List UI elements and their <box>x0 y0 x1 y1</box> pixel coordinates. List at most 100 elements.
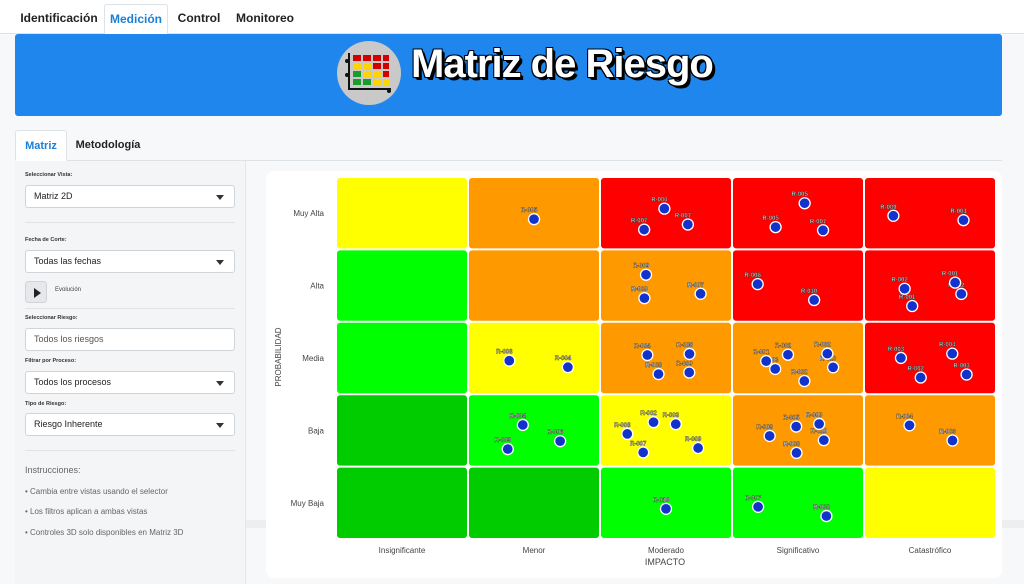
risk-point[interactable] <box>691 441 705 455</box>
risk-point[interactable] <box>946 434 959 447</box>
risk-point[interactable] <box>503 354 516 367</box>
risk-point[interactable] <box>807 293 821 307</box>
risk-label: R-006 <box>547 430 564 436</box>
risk-point[interactable] <box>751 277 764 291</box>
risk-point[interactable] <box>903 419 916 432</box>
matrix-cell <box>337 467 467 538</box>
risk-point[interactable] <box>798 374 811 388</box>
y-tick-label: Baja <box>308 426 325 435</box>
divider <box>25 222 235 223</box>
risk-point[interactable] <box>694 287 707 300</box>
risk-label: R-001 <box>899 295 916 301</box>
evolucion-label: Evolución <box>55 287 82 293</box>
risk-point[interactable] <box>639 268 653 281</box>
risk-point[interactable] <box>621 427 634 441</box>
risk-label: R-010 <box>653 498 670 504</box>
risk-point[interactable] <box>781 348 795 361</box>
risk-point[interactable] <box>760 355 773 368</box>
risk-label: R-005 <box>783 416 800 422</box>
risk-point[interactable] <box>637 223 651 236</box>
fecha-select[interactable]: Todas las fechas <box>25 250 235 273</box>
risk-point[interactable] <box>641 348 654 362</box>
matrix-cell <box>337 395 467 466</box>
risk-point[interactable] <box>821 347 834 360</box>
risk-point[interactable] <box>960 368 973 381</box>
risk-point[interactable] <box>946 347 959 360</box>
risk-point[interactable] <box>816 224 830 237</box>
risk-point[interactable] <box>638 292 651 305</box>
chevron-down-icon <box>216 381 224 386</box>
vista-select[interactable]: Matriz 2D <box>25 185 235 208</box>
risk-point[interactable] <box>820 509 833 523</box>
risk-point[interactable] <box>906 299 919 313</box>
y-tick-label: Alta <box>310 282 324 291</box>
risk-point[interactable] <box>894 351 908 365</box>
tipo-select-value: Riesgo Inherente <box>34 419 103 429</box>
risk-point[interactable] <box>516 418 529 432</box>
risk-label: R-007 <box>687 283 704 289</box>
riesgo-select-placeholder: Todos los riesgos <box>34 334 104 344</box>
play-button[interactable] <box>25 281 47 303</box>
risk-label: R-005 <box>762 216 779 222</box>
risk-label: R-004 <box>555 356 572 362</box>
matrix-cell <box>469 395 599 466</box>
page-title: Matriz de Riesgo <box>411 42 714 86</box>
risk-point[interactable] <box>683 366 696 379</box>
tab-matriz[interactable]: Matriz <box>15 130 67 161</box>
tab-medicion[interactable]: Medición <box>104 4 168 35</box>
risk-point[interactable] <box>817 434 830 447</box>
matrix-cell <box>601 395 731 466</box>
risk-point[interactable] <box>763 429 776 443</box>
risk-point[interactable] <box>553 435 567 448</box>
tab-control[interactable]: Control <box>177 11 221 25</box>
matrix-cell <box>733 322 863 394</box>
instructions-title: Instrucciones: <box>25 465 81 475</box>
matrix-cell <box>601 322 731 394</box>
risk-point[interactable] <box>681 218 695 231</box>
y-axis-title: PROBABILIDAD <box>274 327 283 386</box>
tab-monitoreo[interactable]: Monitoreo <box>236 11 294 25</box>
chevron-down-icon <box>216 423 224 428</box>
risk-point[interactable] <box>790 446 803 460</box>
risk-label: R-003 <box>756 425 773 431</box>
risk-point[interactable] <box>769 362 782 376</box>
risk-label: R-001 <box>753 350 770 356</box>
risk-point[interactable] <box>647 416 660 429</box>
risk-point[interactable] <box>683 347 696 361</box>
matrix-cell <box>733 178 863 249</box>
risk-point[interactable] <box>813 417 826 431</box>
risk-point[interactable] <box>637 446 650 459</box>
x-tick-label: Moderado <box>648 546 685 555</box>
risk-point[interactable] <box>501 442 514 456</box>
tipo-select[interactable]: Riesgo Inherente <box>25 413 235 436</box>
risk-point[interactable] <box>659 502 673 515</box>
riesgo-select[interactable]: Todos los riesgos <box>25 328 235 351</box>
tab-identificacion[interactable]: Identificación <box>20 11 98 25</box>
risk-label: R-002 <box>791 370 808 376</box>
risk-point[interactable] <box>527 213 541 226</box>
risk-label: R-009 <box>806 413 823 419</box>
risk-point[interactable] <box>658 202 671 215</box>
tab-metodologia[interactable]: Metodología <box>75 139 141 151</box>
risk-point[interactable] <box>769 220 782 234</box>
tipo-label: Tipo de Riesgo: <box>25 401 67 407</box>
risk-point[interactable] <box>957 214 970 227</box>
risk-point[interactable] <box>826 361 840 374</box>
x-tick-label: Significativo <box>777 546 820 555</box>
risk-point[interactable] <box>751 500 765 513</box>
risk-point[interactable] <box>948 276 962 289</box>
risk-point[interactable] <box>790 420 803 433</box>
risk-label: R-006 <box>744 273 761 279</box>
risk-point[interactable] <box>914 371 927 384</box>
risk-point[interactable] <box>652 367 665 381</box>
risk-point[interactable] <box>561 361 575 374</box>
risk-label: R-001 <box>950 209 967 215</box>
sidebar-panel: Seleccionar Vista: Matriz 2D Fecha de Co… <box>15 161 246 584</box>
risk-point[interactable] <box>898 282 911 295</box>
risk-point[interactable] <box>669 418 682 431</box>
risk-point[interactable] <box>887 209 900 222</box>
risk-point[interactable] <box>798 197 811 210</box>
risk-point[interactable] <box>955 287 968 301</box>
instruction-item: • Los filtros aplican a ambas vistas <box>25 507 148 516</box>
proceso-select[interactable]: Todos los procesos <box>25 371 235 394</box>
